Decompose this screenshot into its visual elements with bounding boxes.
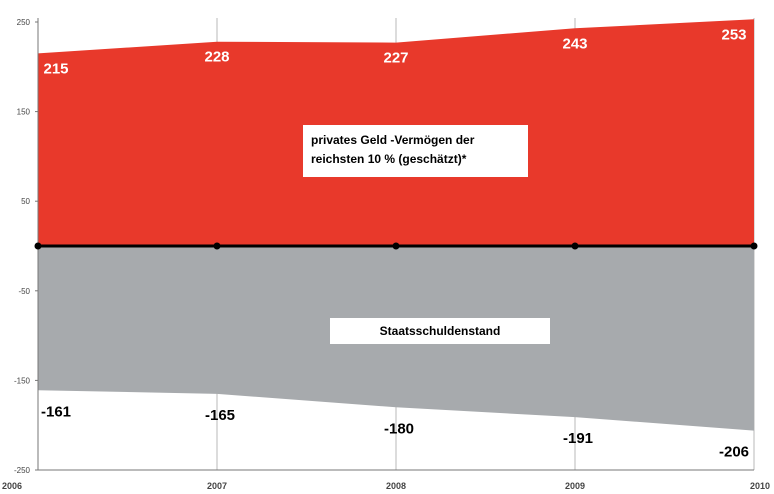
data-label-wealth-2009: 243 <box>562 35 587 52</box>
wealth-annotation-line1: privates Geld -Vermögen der <box>311 133 475 147</box>
axes: 250 150 50 -50 -150 -250 2006 2007 2008 2009 2010 <box>2 18 770 491</box>
data-label-debt-2008: -180 <box>384 420 414 437</box>
x-tick-label-2006: 2006 <box>2 481 22 491</box>
wealth-annotation-box: privates Geld -Vermögen der reichsten 10… <box>303 125 528 177</box>
data-labels: 215 228 227 243 253 -161 -165 -180 -191 -206 <box>41 26 749 460</box>
data-label-wealth-2006: 215 <box>43 60 68 77</box>
zero-marker-2009 <box>571 242 579 250</box>
y-tick-label-50: 50 <box>21 197 30 206</box>
data-label-debt-2007: -165 <box>205 407 235 424</box>
chart-areas <box>38 19 754 431</box>
data-label-wealth-2007: 228 <box>204 49 229 66</box>
wealth-annotation-line2: reichsten 10 % (geschätzt)* <box>311 152 467 166</box>
zero-marker-2006 <box>34 242 42 250</box>
data-label-debt-2006: -161 <box>41 403 71 420</box>
y-tick-label--150: -150 <box>14 376 31 385</box>
data-label-debt-2009: -191 <box>563 430 593 447</box>
x-tick-label-2009: 2009 <box>565 481 585 491</box>
data-label-wealth-2010: 253 <box>721 26 746 43</box>
debt-annotation-box: Staatsschuldenstand <box>330 318 550 344</box>
y-tick-label-250: 250 <box>17 18 31 27</box>
y-tick-label-150: 150 <box>17 108 31 117</box>
data-label-wealth-2008: 227 <box>383 50 408 67</box>
zero-marker-2008 <box>392 242 400 250</box>
y-tick-label--50: -50 <box>18 287 30 296</box>
zero-marker-2010 <box>750 242 758 250</box>
data-label-debt-2010: -206 <box>719 444 749 461</box>
x-tick-label-2007: 2007 <box>207 481 227 491</box>
x-tick-label-2008: 2008 <box>386 481 406 491</box>
x-tick-label-2010: 2010 <box>750 481 770 491</box>
zero-marker-2007 <box>213 242 221 250</box>
y-tick-label--250: -250 <box>14 466 31 475</box>
